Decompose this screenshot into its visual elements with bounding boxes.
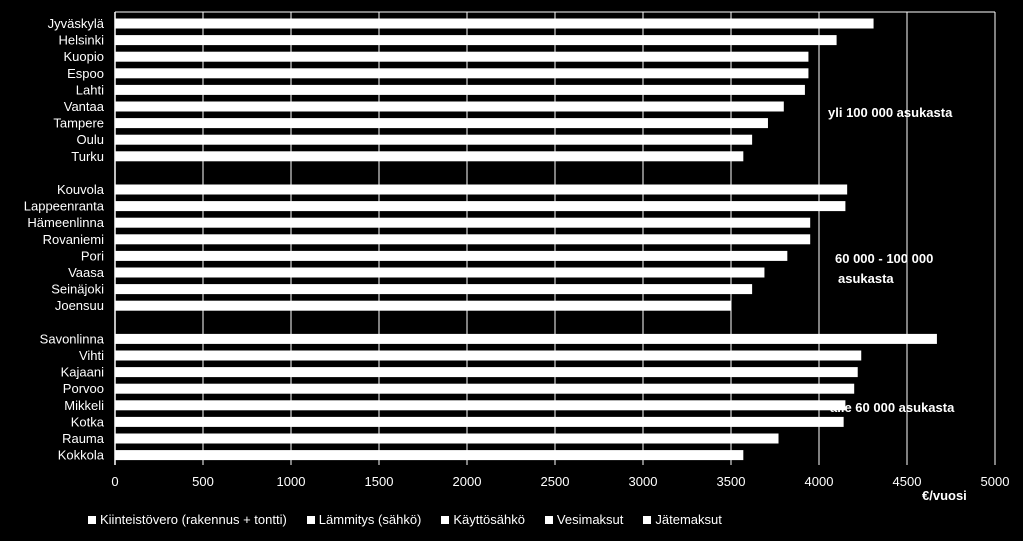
- bar: [115, 151, 744, 162]
- x-tick-label: 1500: [365, 474, 394, 489]
- category-label: Lahti: [76, 82, 104, 97]
- bar: [115, 416, 844, 427]
- bar: [115, 300, 731, 311]
- category-label: Helsinki: [58, 33, 104, 48]
- x-tick-label: 3500: [717, 474, 746, 489]
- bar: [115, 350, 862, 361]
- group-labels: yli 100 000 asukasta 60 000 - 100 000 asuk…: [828, 105, 955, 415]
- category-label: Kotka: [71, 414, 105, 429]
- category-label: Kouvola: [57, 182, 105, 197]
- bar: [115, 450, 744, 461]
- bar: [115, 250, 788, 261]
- x-tick-label: 1000: [277, 474, 306, 489]
- x-tick-label: 4000: [805, 474, 834, 489]
- category-label: Porvoo: [63, 381, 104, 396]
- bar: [115, 433, 779, 444]
- group-label: 60 000 - 100 000 asukasta: [835, 251, 933, 286]
- category-label: Vaasa: [68, 265, 105, 280]
- category-label: Jyväskylä: [48, 16, 105, 31]
- group-label: yli 100 000 asukasta: [828, 105, 953, 120]
- category-label: Vantaa: [64, 99, 105, 114]
- bar: [115, 367, 858, 378]
- x-tick-label: 3000: [629, 474, 658, 489]
- bar: [115, 184, 848, 195]
- category-label: Rauma: [62, 431, 105, 446]
- category-label: Kajaani: [61, 365, 104, 380]
- x-tick-label: 2000: [453, 474, 482, 489]
- category-label: Turku: [71, 149, 104, 164]
- legend-label: Käyttösähkö: [453, 512, 525, 527]
- bar: [115, 333, 937, 344]
- bar: [115, 267, 765, 278]
- legend-item: Käyttösähkö: [441, 512, 525, 527]
- category-label: Joensuu: [55, 298, 104, 313]
- category-label: Espoo: [67, 66, 104, 81]
- category-label: Kuopio: [64, 49, 104, 64]
- category-label: Rovaniemi: [43, 232, 105, 247]
- bar: [115, 84, 805, 95]
- category-label: Kokkola: [58, 448, 105, 463]
- bar: [115, 118, 768, 129]
- group-label: alle 60 000 asukasta: [830, 400, 955, 415]
- x-tick-label: 5000: [981, 474, 1010, 489]
- legend-label: Vesimaksut: [556, 512, 624, 527]
- x-tick-label: 2500: [541, 474, 570, 489]
- category-label: Hämeenlinna: [27, 215, 104, 230]
- category-label: Mikkeli: [64, 398, 104, 413]
- bar: [115, 68, 809, 79]
- bar: [115, 51, 809, 62]
- bar: [115, 201, 846, 212]
- legend-item: Kiinteistövero (rakennus + tontti): [88, 512, 287, 527]
- legend-label: Lämmitys (sähkö): [318, 512, 422, 527]
- legend-label: Kiinteistövero (rakennus + tontti): [100, 512, 287, 527]
- bar: [115, 234, 811, 245]
- category-label: Savonlinna: [40, 331, 105, 346]
- x-tick-label: 4500: [893, 474, 922, 489]
- x-tick-label: 0: [111, 474, 118, 489]
- x-tick-label: 500: [192, 474, 214, 489]
- bar: [115, 18, 874, 29]
- legend-swatch: [544, 515, 553, 524]
- x-tick-labels: 0 500 1000 1500 2000 2500 3000 3500 4000 4500 5000: [111, 474, 1009, 489]
- legend-swatch: [306, 515, 315, 524]
- bar: [115, 101, 784, 112]
- legend-swatch: [88, 515, 96, 524]
- category-label: Tampere: [53, 116, 104, 131]
- category-label: Oulu: [77, 132, 104, 147]
- bar: [115, 217, 811, 228]
- category-label: Pori: [81, 248, 104, 263]
- legend-swatch: [441, 515, 450, 524]
- bar: [115, 35, 837, 46]
- legend-label: Jätemaksut: [655, 512, 722, 527]
- bar: [115, 400, 846, 411]
- legend: Kiinteistövero (rakennus + tontti) Lämmit…: [88, 512, 742, 527]
- bar: [115, 134, 753, 145]
- category-label: Vihti: [79, 348, 104, 363]
- bars: [115, 18, 937, 461]
- bar: [115, 284, 753, 295]
- x-axis-label: €/vuosi: [922, 488, 967, 503]
- legend-item: Vesimaksut: [544, 512, 624, 527]
- category-label: Seinäjoki: [51, 282, 104, 297]
- legend-swatch: [643, 515, 652, 524]
- category-label: Lappeenranta: [24, 199, 105, 214]
- legend-item: Lämmitys (sähkö): [306, 512, 422, 527]
- legend-item: Jätemaksut: [643, 512, 722, 527]
- bar: [115, 383, 855, 394]
